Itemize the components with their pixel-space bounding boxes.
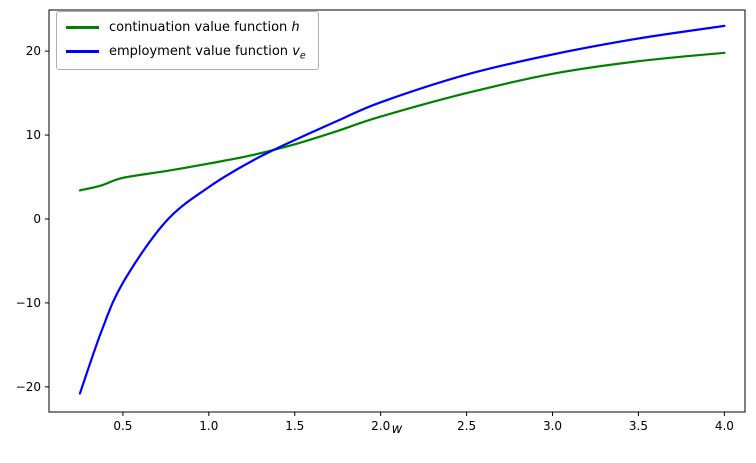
ve-curve	[78, 24, 726, 395]
legend-label: employment value function ve	[109, 44, 306, 62]
legend: continuation value function h employment…	[56, 11, 319, 70]
x-tick-label: 4.0	[715, 419, 734, 433]
x-axis-ticks: 0.5 1.0 1.5 2.0 2.5 3.0 3.5 4.0	[113, 412, 734, 433]
legend-label: continuation value function h	[109, 20, 300, 35]
y-tick-label: 10	[26, 128, 41, 142]
y-tick-label: 20	[26, 44, 41, 58]
legend-item-employment-value: employment value function ve	[66, 41, 306, 62]
x-tick-label: 2.5	[457, 419, 476, 433]
y-axis-ticks: −20 −10 0 10 20	[16, 44, 49, 394]
x-tick-label: 1.0	[199, 419, 218, 433]
x-tick-label: 0.5	[113, 419, 132, 433]
x-axis-label: w	[391, 422, 403, 437]
x-tick-label: 3.0	[543, 419, 562, 433]
x-tick-label: 1.5	[285, 419, 304, 433]
x-tick-label: 3.5	[629, 419, 648, 433]
curves	[78, 24, 726, 395]
h-curve	[78, 51, 726, 192]
y-tick-label: 0	[33, 212, 41, 226]
axes-frame	[48, 9, 746, 413]
y-tick-label: −20	[16, 380, 41, 394]
green-line-swatch	[66, 26, 99, 29]
x-tick-label: 2.0	[371, 419, 390, 433]
blue-line-swatch	[66, 50, 99, 53]
legend-item-continuation-value: continuation value function h	[66, 17, 306, 38]
y-tick-label: −10	[16, 296, 41, 310]
